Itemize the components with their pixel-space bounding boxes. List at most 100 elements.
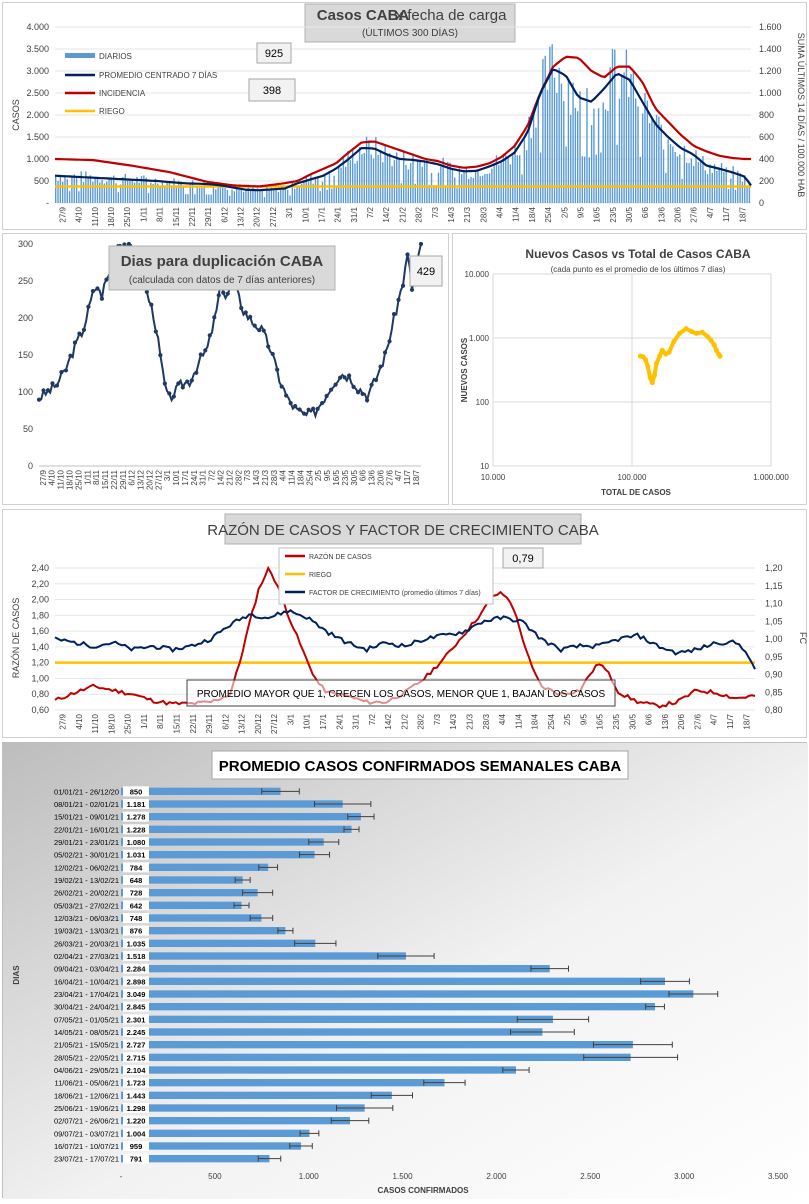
bar-diarios <box>201 186 203 203</box>
x-tick-label: 7/3 <box>433 713 442 725</box>
category-label: 08/01/21 - 02/01/21 <box>54 800 119 809</box>
value-label: 728 <box>130 889 143 898</box>
category-label: 23/07/21 - 17/07/21 <box>54 1155 119 1164</box>
x-tick-label: 11/10 <box>91 206 100 226</box>
point-duplicacion <box>153 329 158 334</box>
y-tick-label: 1.500 <box>26 132 49 142</box>
bar-diarios <box>164 186 166 203</box>
x-tick-label: 11/10 <box>91 713 100 733</box>
value-label-bg <box>123 862 149 873</box>
value-label: 1.080 <box>127 838 146 847</box>
bar-diarios <box>103 183 106 203</box>
bar-diarios <box>720 163 723 203</box>
point-duplicacion <box>382 350 388 355</box>
x-tick-label: 18/7 <box>412 469 421 485</box>
value-label: 1.220 <box>127 1117 146 1126</box>
bar-diarios <box>600 152 602 203</box>
bar-diarios <box>143 175 145 203</box>
bar-diarios <box>312 183 314 203</box>
bar-diarios <box>435 185 437 203</box>
bar-diarios <box>542 59 544 203</box>
bar-diarios <box>581 156 584 203</box>
x-tick-label: 21/2 <box>400 713 409 729</box>
point-duplicacion <box>167 391 172 396</box>
bar-diarios <box>553 77 556 203</box>
bar-diarios <box>296 186 298 203</box>
legend-diarios: DIARIOS <box>99 52 132 61</box>
bar-diarios <box>273 189 275 203</box>
y-tick-label: 100 <box>18 387 33 397</box>
bar-diarios <box>268 188 270 203</box>
bar-diarios <box>175 187 178 203</box>
point-duplicacion <box>248 314 253 319</box>
label-fc-value: 0,79 <box>512 553 533 565</box>
point-duplicacion <box>351 384 356 390</box>
bar-diarios <box>61 181 64 203</box>
bar-diarios <box>521 174 523 203</box>
bar-diarios <box>618 98 621 203</box>
bar-diarios <box>252 187 254 203</box>
bar-diarios <box>368 140 370 203</box>
x-tick-label: 7/2 <box>208 469 217 481</box>
y-tick-label: 10 <box>480 462 489 471</box>
value-label: 1.181 <box>127 800 146 809</box>
bar-diarios <box>430 173 433 203</box>
point-duplicacion <box>212 315 217 320</box>
point-duplicacion <box>266 344 271 349</box>
point-duplicacion <box>297 407 302 412</box>
point-duplicacion <box>346 373 352 378</box>
point-duplicacion <box>72 340 78 345</box>
x-tick-label: 10/1 <box>301 206 310 222</box>
point-duplicacion <box>158 353 163 358</box>
bar-diarios <box>532 113 535 203</box>
y2-axis-label: SUMA ÚLTIMOS 14 DÍAS / 100.000 HAB <box>796 33 806 197</box>
bar-diarios <box>470 177 472 203</box>
category-label: 19/02/21 - 13/02/21 <box>54 876 119 885</box>
bar-diarios <box>697 162 700 203</box>
x-tick-label: 7/3 <box>431 206 440 218</box>
y-tick-label: 2,20 <box>31 579 49 589</box>
bar-diarios <box>386 154 389 203</box>
bar-diarios <box>333 175 335 203</box>
bar-semanal <box>121 1066 516 1074</box>
x-tick-label: 3/1 <box>286 713 295 725</box>
category-label: 18/06/21 - 12/06/21 <box>54 1091 119 1100</box>
y2-tick-label: 1.200 <box>759 66 782 76</box>
y2-tick-label: 1,10 <box>765 599 783 609</box>
bar-diarios <box>314 178 317 203</box>
point-duplicacion <box>387 339 392 344</box>
bar-diarios <box>683 145 686 203</box>
bar-diarios <box>572 82 574 203</box>
bar-diarios <box>695 150 697 203</box>
x-tick-label: 25/10 <box>124 713 133 734</box>
x-tick-label: 10/1 <box>303 713 312 729</box>
x-tick-label: 20/6 <box>674 206 683 222</box>
x-tick-label: 24/1 <box>334 206 343 222</box>
x-tick-label: 29/11 <box>119 469 128 489</box>
bar-diarios <box>59 176 62 203</box>
bar-diarios <box>479 176 481 203</box>
legend-swatch-diarios <box>65 53 95 58</box>
label-promedio-value: 398 <box>263 85 281 97</box>
legend-promedio: PROMEDIO CENTRADO 7 DÍAS <box>99 71 217 80</box>
category-label: 05/02/21 - 30/01/21 <box>54 851 119 860</box>
bar-diarios <box>203 181 205 203</box>
bar-diarios <box>307 181 310 203</box>
value-label: 1.035 <box>127 939 146 948</box>
bar-diarios <box>660 124 662 203</box>
x-tick-label: 3.500 <box>768 1172 789 1181</box>
bar-diarios <box>481 175 484 203</box>
x-tick-label: 13/12 <box>238 713 247 734</box>
bar-diarios <box>140 176 143 203</box>
bar-diarios <box>512 155 514 203</box>
point-duplicacion <box>302 411 307 416</box>
bar-diarios <box>421 166 423 203</box>
legend-razon: RAZÓN DE CASOS <box>309 552 372 561</box>
point-duplicacion <box>409 287 415 292</box>
chart-subtitle: (cada punto es el promedio de los último… <box>551 265 726 274</box>
y-tick-label: - <box>46 198 49 208</box>
point-duplicacion <box>198 352 203 357</box>
bar-diarios <box>370 154 372 203</box>
bar-diarios <box>741 181 744 203</box>
bar-diarios <box>372 158 375 203</box>
